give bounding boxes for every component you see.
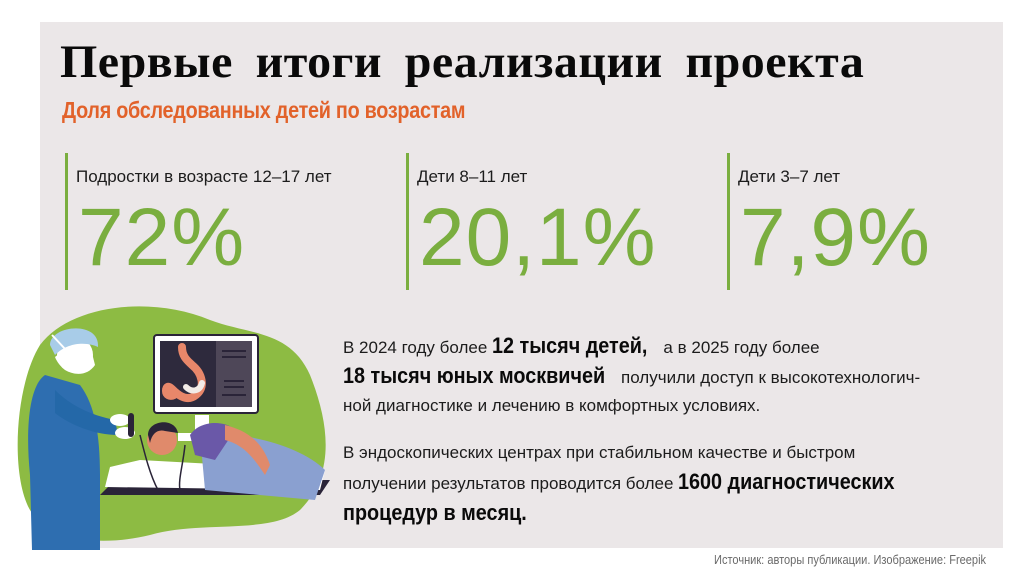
stomach-icon <box>161 343 206 402</box>
highlight-text: 12 тысяч детей, <box>492 333 648 358</box>
paragraph-procedures: В эндоскопических центрах при стабильном… <box>343 438 983 529</box>
text: получили доступ к высокотехнологич- <box>616 368 921 387</box>
stat-teens: Подростки в возрасте 12–17 лет 72% <box>65 153 395 290</box>
source-caption: Источник: авторы публикации. Изображение… <box>713 552 986 567</box>
text: получении результатов проводится более <box>343 474 679 493</box>
stat-value: 7,9% <box>740 192 931 283</box>
text: В эндоскопических центрах при стабильном… <box>343 443 856 462</box>
highlight-text: 18 тысяч юных москвичей <box>343 363 606 388</box>
stat-children-8-11: Дети 8–11 лет 20,1% <box>406 153 726 290</box>
surgical-cap <box>50 328 99 355</box>
page-subtitle: Доля обследованных детей по возрастам <box>62 97 466 123</box>
text: а в 2025 году более <box>658 338 820 357</box>
highlight-text: 1600 диагностических <box>678 469 895 494</box>
stat-value: 20,1% <box>419 192 657 283</box>
page-title: Первые итоги реализации проекта <box>60 36 865 88</box>
stat-label: Дети 8–11 лет <box>417 167 528 186</box>
text: В 2024 году более <box>343 338 493 357</box>
highlight-text: процедур в месяц. <box>343 500 527 525</box>
stat-value: 72% <box>78 192 246 283</box>
stat-label: Дети 3–7 лет <box>738 167 841 186</box>
text: ной диагностике и лечению в комфортных у… <box>343 396 761 415</box>
paragraph-reach: В 2024 году более 12 тысяч детей, а в 20… <box>343 332 983 420</box>
endoscopy-illustration <box>17 306 330 550</box>
stat-children-3-7: Дети 3–7 лет 7,9% <box>727 153 987 290</box>
stat-label: Подростки в возрасте 12–17 лет <box>76 167 332 186</box>
